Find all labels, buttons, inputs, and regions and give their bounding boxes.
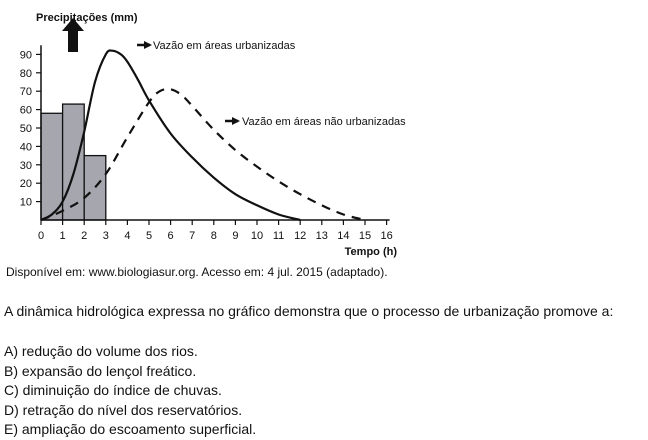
hydrograph-chart: 0 1 2 3 4 5 6 7 8 9 10 11 12 13 14 15 161020304050607080… (20, 12, 406, 258)
x-tick-label: 12 (294, 230, 306, 242)
y-tick-label: 90 (20, 49, 32, 61)
x-tick-label: 4 (124, 230, 130, 242)
option-c[interactable]: C) diminuição do índice de chuvas. (4, 382, 222, 398)
x-tick-label: 5 (146, 230, 152, 242)
option-e[interactable]: E) ampliação do escoamento superficial. (4, 421, 257, 437)
x-tick-label: 1 (60, 230, 66, 242)
x-tick-label: 10 (251, 230, 263, 242)
x-tick-label: 14 (337, 230, 349, 242)
urbanized-flow-line (40, 49, 301, 222)
chart-axes: 0 1 2 3 4 5 6 7 8 9 10 11 12 13 14 15 161020304050607080… (20, 45, 393, 242)
question-text: A dinâmica hidrológica expressa no gráfi… (4, 303, 614, 319)
legend-label-urbanized: Vazão em áreas urbanizadas (153, 40, 296, 52)
x-tick-label: 11 (273, 230, 284, 242)
x-tick-label: 8 (211, 230, 217, 242)
legend-label-non-urbanized: Vazão em áreas não urbanizadas (242, 116, 406, 128)
source-citation: Disponível em: www.biologiasur.org. Aces… (6, 265, 388, 279)
legend-non-urbanized: Vazão em áreas não urbanizadas (225, 116, 406, 128)
y-tick-label: 50 (20, 123, 32, 135)
x-axis-title: Tempo (h) (345, 246, 398, 258)
x-tick-label: 0 (38, 230, 44, 242)
y-tick-label: 20 (20, 178, 32, 190)
x-tick-label: 15 (359, 230, 371, 242)
non-urbanized-flow-line (40, 87, 366, 222)
answer-options: A) redução do volume dos rios. B) expans… (4, 342, 256, 440)
rising-precipitation-arrow-icon (62, 18, 84, 52)
x-tick-label: 13 (316, 230, 328, 242)
x-tick-label: 9 (232, 230, 238, 242)
x-tick-label: 6 (168, 230, 174, 242)
option-b[interactable]: B) expansão do lençol freático. (4, 362, 197, 379)
precip-bar-0-1 (40, 112, 64, 221)
flow-curves (40, 49, 366, 222)
option-d[interactable]: D) retração do nível dos reservatórios. (4, 401, 243, 418)
precip-bar-1-2 (61, 103, 85, 221)
y-axis-title: Precipitações (mm) (36, 12, 138, 24)
y-tick-label: 30 (20, 160, 32, 172)
x-tick-label: 16 (380, 230, 392, 242)
x-tick-label: 2 (81, 230, 87, 242)
x-tick-label: 7 (189, 230, 195, 242)
y-tick-label: 70 (20, 86, 32, 98)
precipitation-bars (40, 103, 107, 221)
option-a[interactable]: A) redução do volume dos rios. (4, 343, 198, 359)
y-tick-label: 60 (20, 105, 32, 117)
legend-urbanized: Vazão em áreas urbanizadas (137, 40, 296, 52)
y-tick-label: 80 (20, 68, 32, 80)
x-tick-label: 3 (103, 230, 109, 242)
y-tick-label: 10 (20, 197, 32, 209)
precip-bar-2-3 (83, 154, 107, 221)
y-tick-label: 40 (20, 141, 32, 153)
